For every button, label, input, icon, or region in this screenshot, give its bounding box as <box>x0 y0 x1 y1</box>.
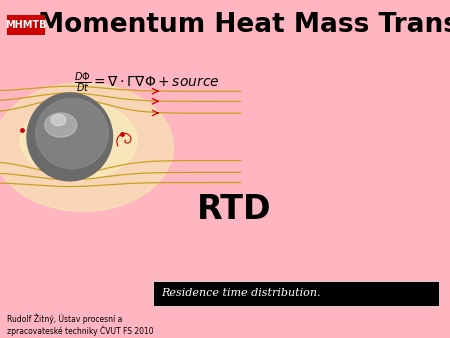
Ellipse shape <box>51 115 66 125</box>
Text: RTD: RTD <box>197 193 271 226</box>
Text: Momentum Heat Mass Transfer: Momentum Heat Mass Transfer <box>38 13 450 38</box>
Text: $\frac{D\Phi}{Dt} = \nabla \cdot \Gamma \nabla \Phi + source$: $\frac{D\Phi}{Dt} = \nabla \cdot \Gamma … <box>74 71 220 95</box>
Text: Residence time distribution.: Residence time distribution. <box>161 288 320 298</box>
Ellipse shape <box>36 98 108 169</box>
Ellipse shape <box>20 102 137 179</box>
Ellipse shape <box>0 83 173 211</box>
FancyBboxPatch shape <box>153 281 439 306</box>
Text: Rudolf Žitný, Ústav procesní a
zpracovateské techniky ČVUT FS 2010: Rudolf Žitný, Ústav procesní a zpracovat… <box>7 314 153 336</box>
FancyBboxPatch shape <box>7 15 45 35</box>
Text: MHMTB: MHMTB <box>5 20 47 30</box>
Ellipse shape <box>45 113 77 137</box>
Ellipse shape <box>27 93 112 181</box>
